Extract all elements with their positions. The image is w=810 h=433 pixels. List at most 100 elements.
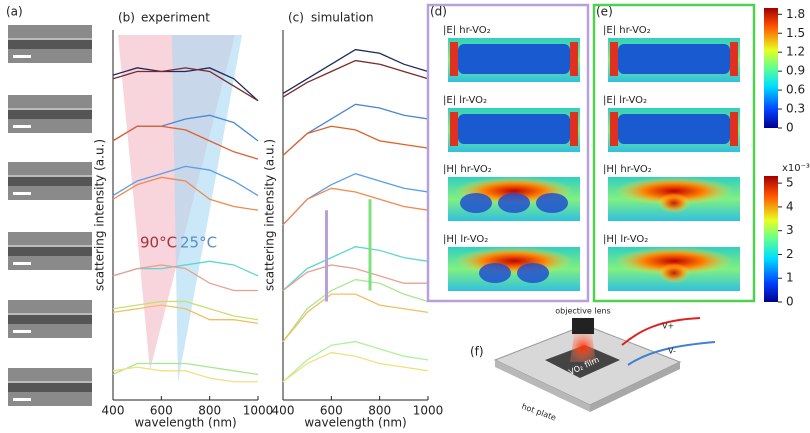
y-axis-label: scattering intensity (a.u.) bbox=[93, 139, 107, 291]
curve bbox=[112, 304, 259, 324]
v-plus-label: V+ bbox=[662, 322, 674, 331]
v-minus-wire bbox=[627, 341, 716, 366]
colorbar-tick-label: 0 bbox=[786, 295, 794, 309]
curve bbox=[112, 165, 259, 197]
wire bbox=[8, 176, 92, 186]
curve bbox=[282, 293, 429, 343]
wire bbox=[8, 246, 92, 256]
scale-bar bbox=[13, 192, 31, 195]
chart-title: simulation bbox=[311, 11, 374, 25]
x-tick-label: 400 bbox=[102, 404, 125, 418]
colorbar-tick-label: 0.6 bbox=[786, 83, 805, 97]
field-map-core bbox=[618, 114, 730, 144]
wire bbox=[8, 382, 92, 392]
field-map-edge bbox=[570, 42, 578, 76]
scale-bar bbox=[13, 262, 31, 265]
map-label: |E| lr-VO₂ bbox=[603, 95, 647, 106]
curve bbox=[112, 362, 259, 376]
x-axis-label: wavelength (nm) bbox=[134, 416, 236, 430]
curve bbox=[282, 48, 429, 94]
chart-title: experiment bbox=[141, 11, 210, 25]
colorbar-tick-label: 1.2 bbox=[786, 45, 805, 59]
x-tick-label: 1000 bbox=[413, 404, 444, 418]
curve bbox=[282, 187, 429, 226]
panel-e-frame bbox=[592, 3, 756, 303]
hot-plate-side bbox=[590, 362, 680, 412]
wire-edge bbox=[8, 313, 92, 315]
field-map-spot bbox=[658, 193, 690, 213]
curve bbox=[282, 59, 429, 98]
colorbar bbox=[764, 8, 778, 128]
x-tick-label: 800 bbox=[368, 404, 391, 418]
plate-label: hot plate bbox=[520, 402, 557, 423]
scale-bar bbox=[13, 125, 31, 128]
field-map-edge bbox=[610, 112, 618, 146]
hot-plate-side bbox=[495, 360, 590, 412]
wire-edge bbox=[8, 175, 92, 177]
curve bbox=[282, 125, 429, 156]
wire-edge bbox=[8, 108, 92, 110]
field-map-spot bbox=[536, 193, 568, 213]
x-tick-label: 400 bbox=[272, 404, 295, 418]
field-maps: |E| hr-VO₂ |E| lr-VO₂ |H| hr-VO₂ |H| lr-VO₂… bbox=[443, 25, 740, 291]
setup: (f) objective lens V+ V- VO₂ film hot pl… bbox=[470, 307, 716, 423]
panel-label: (e) bbox=[596, 5, 613, 19]
field-map-core bbox=[618, 44, 730, 74]
field-map-spot bbox=[498, 193, 530, 213]
panel-label: (b) bbox=[118, 11, 135, 25]
colorbar bbox=[764, 176, 778, 302]
x-tick-label: 800 bbox=[198, 404, 221, 418]
map-label: |H| lr-VO₂ bbox=[603, 234, 648, 245]
colorbar-tick-label: 1 bbox=[786, 271, 794, 285]
curve bbox=[112, 67, 259, 102]
curve bbox=[282, 264, 428, 292]
panel-label: (d) bbox=[430, 5, 447, 19]
panel-label: (a) bbox=[6, 5, 23, 19]
field-map-edge bbox=[450, 42, 458, 76]
x-tick-label: 600 bbox=[320, 404, 343, 418]
wire-edge bbox=[8, 381, 92, 383]
wire bbox=[8, 109, 92, 119]
shade-25 bbox=[172, 35, 242, 382]
v-minus-label: V- bbox=[668, 347, 676, 356]
field-map-spot bbox=[460, 193, 492, 213]
field-map-spot bbox=[479, 263, 511, 283]
scale-bar bbox=[13, 55, 31, 58]
charts: (b) experiment scattering intensity (a.u.)… bbox=[93, 11, 444, 430]
curve bbox=[282, 246, 429, 291]
colorbar-tick-label: 1.5 bbox=[786, 26, 805, 40]
colorbar-tick-label: 4 bbox=[786, 199, 794, 213]
annotation: 90°C bbox=[140, 234, 177, 252]
curve bbox=[112, 264, 258, 292]
curve bbox=[282, 173, 429, 226]
v-plus-wire bbox=[621, 317, 701, 346]
curve bbox=[112, 67, 259, 102]
curve bbox=[112, 176, 259, 211]
panel-label: (c) bbox=[288, 11, 304, 25]
field-map-hot bbox=[614, 247, 734, 275]
field-map-edge bbox=[610, 42, 618, 76]
colorbar-tick-label: 1.8 bbox=[786, 7, 805, 21]
map-label: |E| hr-VO₂ bbox=[603, 25, 651, 36]
field-map-edge bbox=[730, 42, 738, 76]
beam bbox=[570, 334, 596, 362]
field-map-edge bbox=[450, 112, 458, 146]
scale-bar bbox=[13, 398, 31, 401]
map-label: |E| lr-VO₂ bbox=[443, 95, 487, 106]
x-axis-label: wavelength (nm) bbox=[304, 416, 406, 430]
curve bbox=[112, 366, 258, 383]
curve bbox=[112, 300, 259, 321]
wire-edge bbox=[8, 38, 92, 40]
field-map-edge bbox=[570, 112, 578, 146]
panel-d-frame bbox=[426, 3, 590, 303]
colorbar-tick-label: 0.9 bbox=[786, 64, 805, 78]
colorbar-tick-label: 0 bbox=[786, 121, 794, 135]
wire bbox=[8, 314, 92, 324]
colorbar-tick-label: 2 bbox=[786, 247, 794, 261]
map-label: |H| lr-VO₂ bbox=[443, 234, 488, 245]
objective-label: objective lens bbox=[555, 307, 610, 316]
curve bbox=[112, 125, 259, 160]
wire-edge bbox=[8, 245, 92, 247]
annotation: 25°C bbox=[180, 234, 217, 252]
